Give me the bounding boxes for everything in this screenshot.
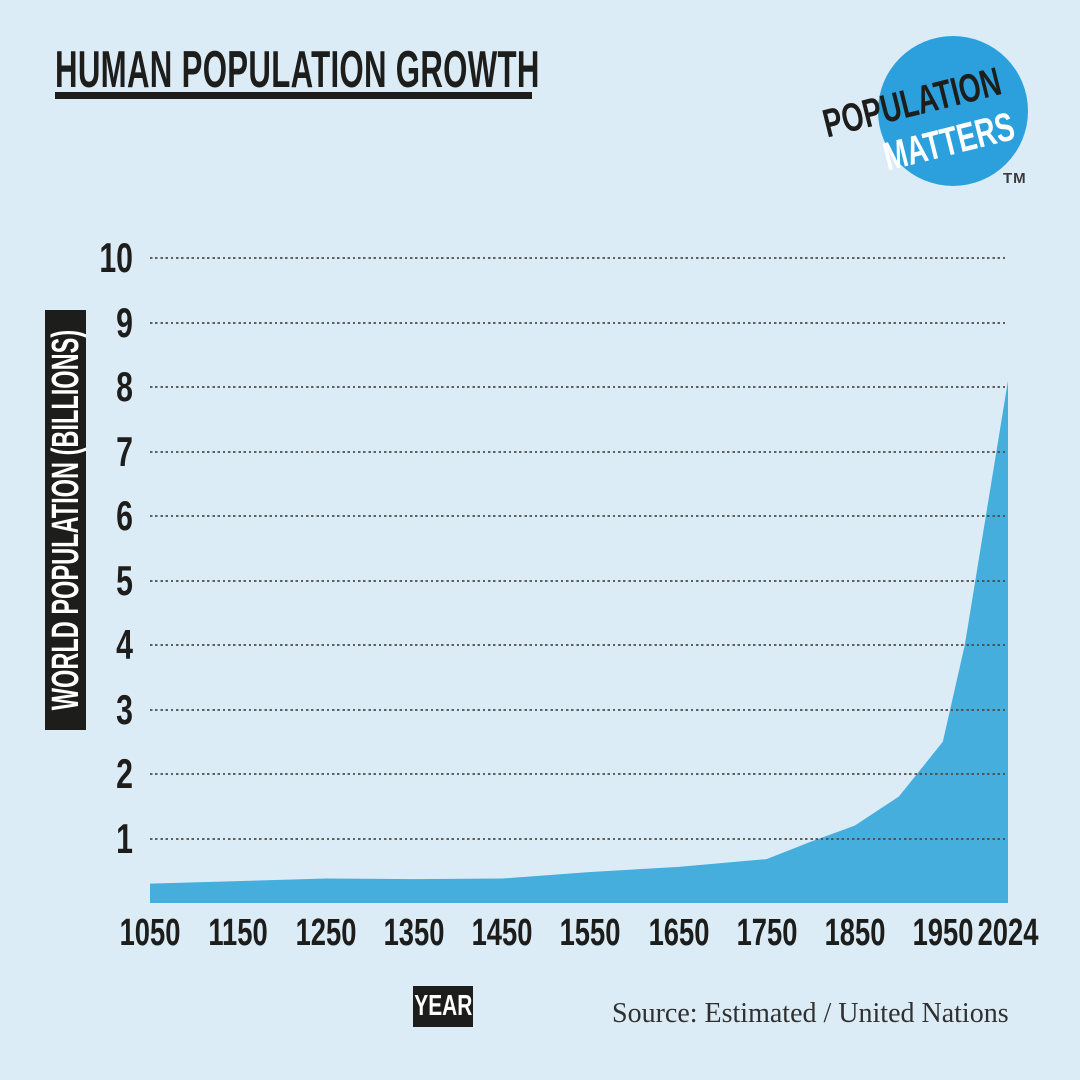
x-tick-label-1450: 1450 — [471, 912, 533, 954]
y-axis-label-box: WORLD POPULATION (BILLIONS) — [44, 310, 87, 730]
x-tick-label-1150: 1150 — [208, 912, 268, 954]
x-axis-label: YEAR — [413, 990, 473, 1022]
y-tick-label-4: 4 — [116, 621, 133, 668]
trademark-symbol: TM — [1003, 170, 1027, 187]
gridline-2-billion — [150, 773, 1008, 776]
plot-area — [150, 257, 1008, 903]
gridline-7-billion — [150, 450, 1008, 454]
gridline-8-billion — [150, 386, 1008, 389]
y-tick-label-5: 5 — [116, 556, 133, 604]
x-tick-label-1950: 1950 — [912, 912, 974, 954]
logo-circle-icon — [878, 36, 1028, 186]
y-tick-label-8: 8 — [116, 363, 133, 410]
gridline-3-billion — [150, 708, 1008, 712]
gridline-9-billion — [150, 321, 1008, 325]
x-tick-2024: 2024 — [978, 913, 1080, 953]
x-tick-1550: 1550 — [560, 913, 675, 953]
y-tick-label-6: 6 — [116, 492, 133, 539]
x-tick-label-1650: 1650 — [648, 912, 709, 954]
page-title: HUMAN POPULATION GROWTH — [55, 41, 540, 99]
x-tick-label-1850: 1850 — [824, 912, 886, 954]
source-caption: Source: Estimated / United Nations — [612, 998, 1009, 1029]
x-tick-label-2024: 2024 — [977, 912, 1039, 954]
y-tick-label-10: 10 — [99, 234, 133, 281]
x-tick-label-1250: 1250 — [295, 912, 357, 954]
x-tick-label-1050: 1050 — [119, 912, 181, 954]
x-tick-1250: 1250 — [296, 913, 411, 953]
population-area-series — [150, 380, 1008, 903]
population-area-chart — [150, 380, 1008, 903]
y-tick-label-7: 7 — [116, 427, 133, 475]
x-axis-label-box: YEAR — [413, 986, 473, 1027]
x-tick-1650: 1650 — [648, 913, 764, 953]
y-tick-label-3: 3 — [116, 685, 133, 733]
gridline-10-billion — [150, 257, 1008, 260]
x-tick-1450: 1450 — [472, 913, 587, 953]
gridline-1-billion — [150, 837, 1008, 841]
x-tick-1850: 1850 — [824, 913, 940, 953]
gridline-6-billion — [150, 515, 1008, 518]
x-tick-1950: 1950 — [912, 913, 1028, 953]
y-tick-label-2: 2 — [116, 750, 133, 797]
gridline-4-billion — [150, 644, 1008, 647]
x-tick-label-1750: 1750 — [736, 912, 798, 954]
title-underline — [55, 92, 532, 99]
x-tick-label-1550: 1550 — [560, 912, 621, 954]
population-matters-logo: POPULATION MATTERS TM — [810, 20, 1060, 200]
y-tick-label-9: 9 — [116, 298, 133, 346]
x-tick-label-1350: 1350 — [383, 912, 445, 954]
gridline-5-billion — [150, 579, 1008, 583]
y-tick-label-1: 1 — [116, 814, 133, 862]
x-tick-1050: 1050 — [120, 913, 235, 953]
x-tick-1750: 1750 — [736, 913, 852, 953]
x-tick-1350: 1350 — [384, 913, 499, 953]
x-tick-1150: 1150 — [208, 913, 320, 953]
y-axis-label: WORLD POPULATION (BILLIONS) — [44, 329, 87, 711]
